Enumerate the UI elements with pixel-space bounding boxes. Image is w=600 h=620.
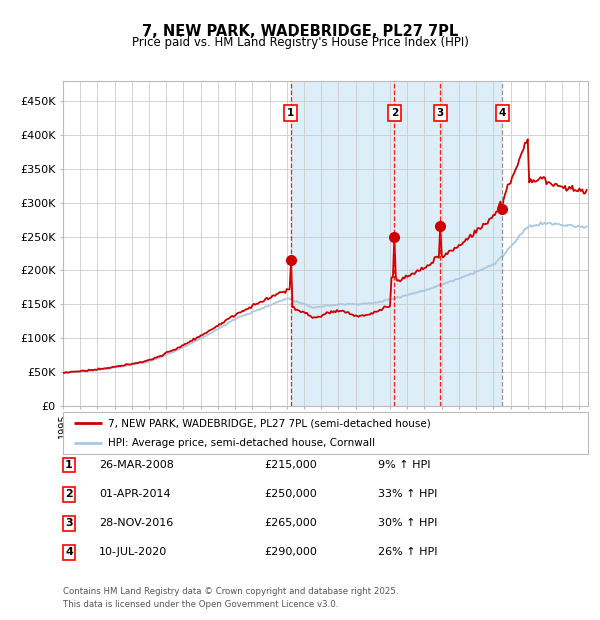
Text: 1: 1 <box>287 108 295 118</box>
Text: 3: 3 <box>437 108 444 118</box>
Text: 4: 4 <box>65 547 73 557</box>
Text: 01-APR-2014: 01-APR-2014 <box>99 489 170 499</box>
Text: £250,000: £250,000 <box>264 489 317 499</box>
Text: 7, NEW PARK, WADEBRIDGE, PL27 7PL (semi-detached house): 7, NEW PARK, WADEBRIDGE, PL27 7PL (semi-… <box>107 418 430 428</box>
Text: £290,000: £290,000 <box>264 547 317 557</box>
Text: 2: 2 <box>65 489 73 499</box>
Text: 26-MAR-2008: 26-MAR-2008 <box>99 460 174 470</box>
Text: 1: 1 <box>65 460 73 470</box>
Text: 3: 3 <box>65 518 73 528</box>
Text: 7, NEW PARK, WADEBRIDGE, PL27 7PL: 7, NEW PARK, WADEBRIDGE, PL27 7PL <box>142 24 458 38</box>
Text: Contains HM Land Registry data © Crown copyright and database right 2025.: Contains HM Land Registry data © Crown c… <box>63 587 398 596</box>
Bar <box>291 81 502 406</box>
Text: 30% ↑ HPI: 30% ↑ HPI <box>378 518 437 528</box>
Text: 26% ↑ HPI: 26% ↑ HPI <box>378 547 437 557</box>
Text: 2: 2 <box>391 108 398 118</box>
Text: 10-JUL-2020: 10-JUL-2020 <box>99 547 167 557</box>
Text: 28-NOV-2016: 28-NOV-2016 <box>99 518 173 528</box>
Text: 4: 4 <box>499 108 506 118</box>
Text: HPI: Average price, semi-detached house, Cornwall: HPI: Average price, semi-detached house,… <box>107 438 375 448</box>
Text: Price paid vs. HM Land Registry's House Price Index (HPI): Price paid vs. HM Land Registry's House … <box>131 36 469 49</box>
Text: £265,000: £265,000 <box>264 518 317 528</box>
Text: 33% ↑ HPI: 33% ↑ HPI <box>378 489 437 499</box>
Text: £215,000: £215,000 <box>264 460 317 470</box>
Text: 9% ↑ HPI: 9% ↑ HPI <box>378 460 431 470</box>
Text: This data is licensed under the Open Government Licence v3.0.: This data is licensed under the Open Gov… <box>63 600 338 609</box>
